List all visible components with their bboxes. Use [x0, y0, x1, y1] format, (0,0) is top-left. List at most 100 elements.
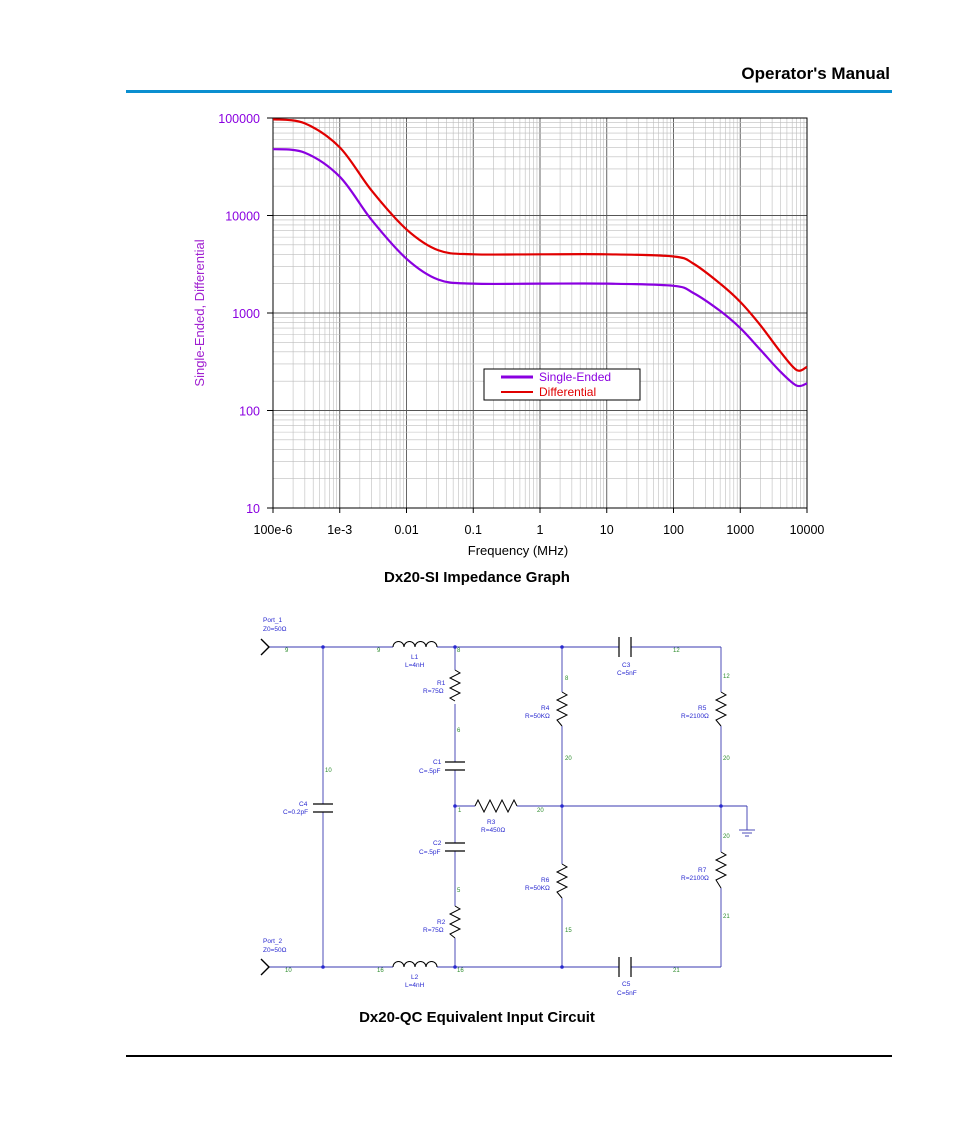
x-tick-label: 0.1: [465, 523, 482, 537]
page-header-title: Operator's Manual: [741, 64, 890, 83]
x-tick-label: 100e-6: [254, 523, 293, 537]
x-tick-label: 100: [663, 523, 684, 537]
resistor-r4-icon: [555, 691, 569, 727]
node-label: 16: [377, 968, 384, 974]
c5-name: C5: [622, 981, 631, 988]
r7-name: R7: [698, 867, 707, 874]
node-label: 20: [537, 808, 544, 814]
resistor-r6-icon: [555, 863, 569, 899]
y-tick-label: 10000: [225, 210, 260, 224]
r6-value: R=50KΩ: [525, 885, 550, 892]
node-label: 8: [457, 648, 461, 654]
port-1-arrow-icon: [260, 638, 270, 656]
c2-name: C2: [433, 840, 442, 847]
node-label: 21: [673, 968, 680, 974]
node-label: 6: [457, 728, 461, 734]
capacitor-c4-icon: [313, 803, 333, 813]
resistor-r5-icon: [714, 691, 728, 727]
node-label: 1: [458, 808, 462, 814]
inductor-l1-icon: [392, 641, 438, 648]
port-2-impedance: Z0=50Ω: [263, 947, 287, 954]
y-tick-label: 100000: [218, 112, 260, 126]
c5-value: C=5nF: [617, 990, 637, 997]
x-tick-label: 10: [600, 523, 614, 537]
r1-value: R=75Ω: [423, 688, 444, 695]
c4-name: C4: [299, 801, 308, 808]
l2-name: L2: [411, 974, 419, 981]
x-tick-label: 1000: [726, 523, 754, 537]
r3-name: R3: [487, 819, 496, 826]
port-2-name: Port_2: [263, 938, 283, 945]
series-line-single-ended: [272, 147, 808, 388]
x-tick-label: 1: [537, 523, 544, 537]
y-tick-label: 10: [246, 502, 260, 516]
capacitor-c5-icon: [618, 957, 632, 977]
circuit-caption: Dx20-QC Equivalent Input Circuit: [359, 1009, 595, 1026]
capacitor-c1-icon: [445, 761, 465, 771]
node-label: 21: [723, 914, 730, 920]
r2-value: R=75Ω: [423, 927, 444, 934]
node-label: 16: [457, 968, 464, 974]
chart-series: [272, 118, 808, 388]
chart-ticks: 100e-6 1e-3 0.01 0.1 1 10 100 1000 10000 100000 10…: [218, 112, 824, 537]
x-tick-label: 1e-3: [327, 523, 352, 537]
c1-name: C1: [433, 759, 442, 766]
r5-name: R5: [698, 705, 707, 712]
node-label: 5: [457, 888, 461, 894]
capacitor-c2-icon: [445, 842, 465, 852]
x-tick-label: 10000: [790, 523, 825, 537]
node-label: 20: [565, 756, 572, 762]
l1-name: L1: [411, 654, 419, 661]
chart-grid: [272, 118, 807, 509]
chart-legend: Single-Ended Differential: [483, 368, 641, 401]
node-label: 9: [377, 648, 381, 654]
c3-value: C=5nF: [617, 670, 637, 677]
junction-dots: [321, 645, 723, 969]
r7-value: R=2100Ω: [681, 875, 709, 882]
x-axis-label: Frequency (MHz): [468, 543, 568, 558]
l1-value: L=4nH: [405, 662, 425, 669]
port-1-name: Port_1: [263, 617, 283, 624]
node-label: 20: [723, 756, 730, 762]
port-2-arrow-icon: [260, 958, 270, 976]
circuit-wires: [269, 646, 755, 968]
r6-name: R6: [541, 877, 550, 884]
c2-value: C=.5pF: [419, 849, 441, 856]
r3-value: R=450Ω: [481, 827, 505, 834]
node-label: 8: [565, 676, 569, 682]
r5-value: R=2100Ω: [681, 713, 709, 720]
node-label: 20: [723, 834, 730, 840]
r1-name: R1: [437, 680, 446, 687]
c1-value: C=.5pF: [419, 768, 441, 775]
c3-name: C3: [622, 662, 631, 669]
y-axis-label: Single-Ended, Differential: [192, 239, 207, 386]
y-tick-label: 100: [239, 405, 260, 419]
node-label: 12: [723, 674, 730, 680]
r4-name: R4: [541, 705, 550, 712]
footer-rule: [126, 1055, 892, 1057]
node-label: 10: [325, 768, 332, 774]
legend-label-single-ended: Single-Ended: [539, 370, 611, 384]
resistor-r2-icon: [448, 905, 462, 939]
resistor-r1-icon: [448, 669, 462, 702]
x-tick-label: 0.01: [394, 523, 418, 537]
legend-box: [483, 368, 641, 401]
node-label: 10: [285, 968, 292, 974]
node-label: 15: [565, 928, 572, 934]
equivalent-input-circuit: Port_1 Z0=50Ω Port_2 Z0=50Ω L1 L=4nH L2 …: [260, 617, 755, 997]
y-tick-label: 1000: [232, 307, 260, 321]
inductor-l2-icon: [392, 961, 438, 968]
node-label: 12: [673, 648, 680, 654]
header-rule: [126, 90, 892, 93]
r2-name: R2: [437, 919, 446, 926]
legend-label-differential: Differential: [539, 385, 596, 399]
l2-value: L=4nH: [405, 982, 425, 989]
node-label: 9: [285, 648, 289, 654]
resistor-r3-icon: [474, 798, 518, 814]
c4-value: C=0.2pF: [283, 809, 308, 816]
impedance-chart: 100e-6 1e-3 0.01 0.1 1 10 100 1000 10000 100000 10…: [192, 112, 824, 558]
series-line-differential: [272, 118, 808, 372]
capacitor-c3-icon: [618, 637, 632, 657]
resistor-r7-icon: [714, 851, 728, 889]
chart-caption: Dx20-SI Impedance Graph: [384, 569, 570, 586]
